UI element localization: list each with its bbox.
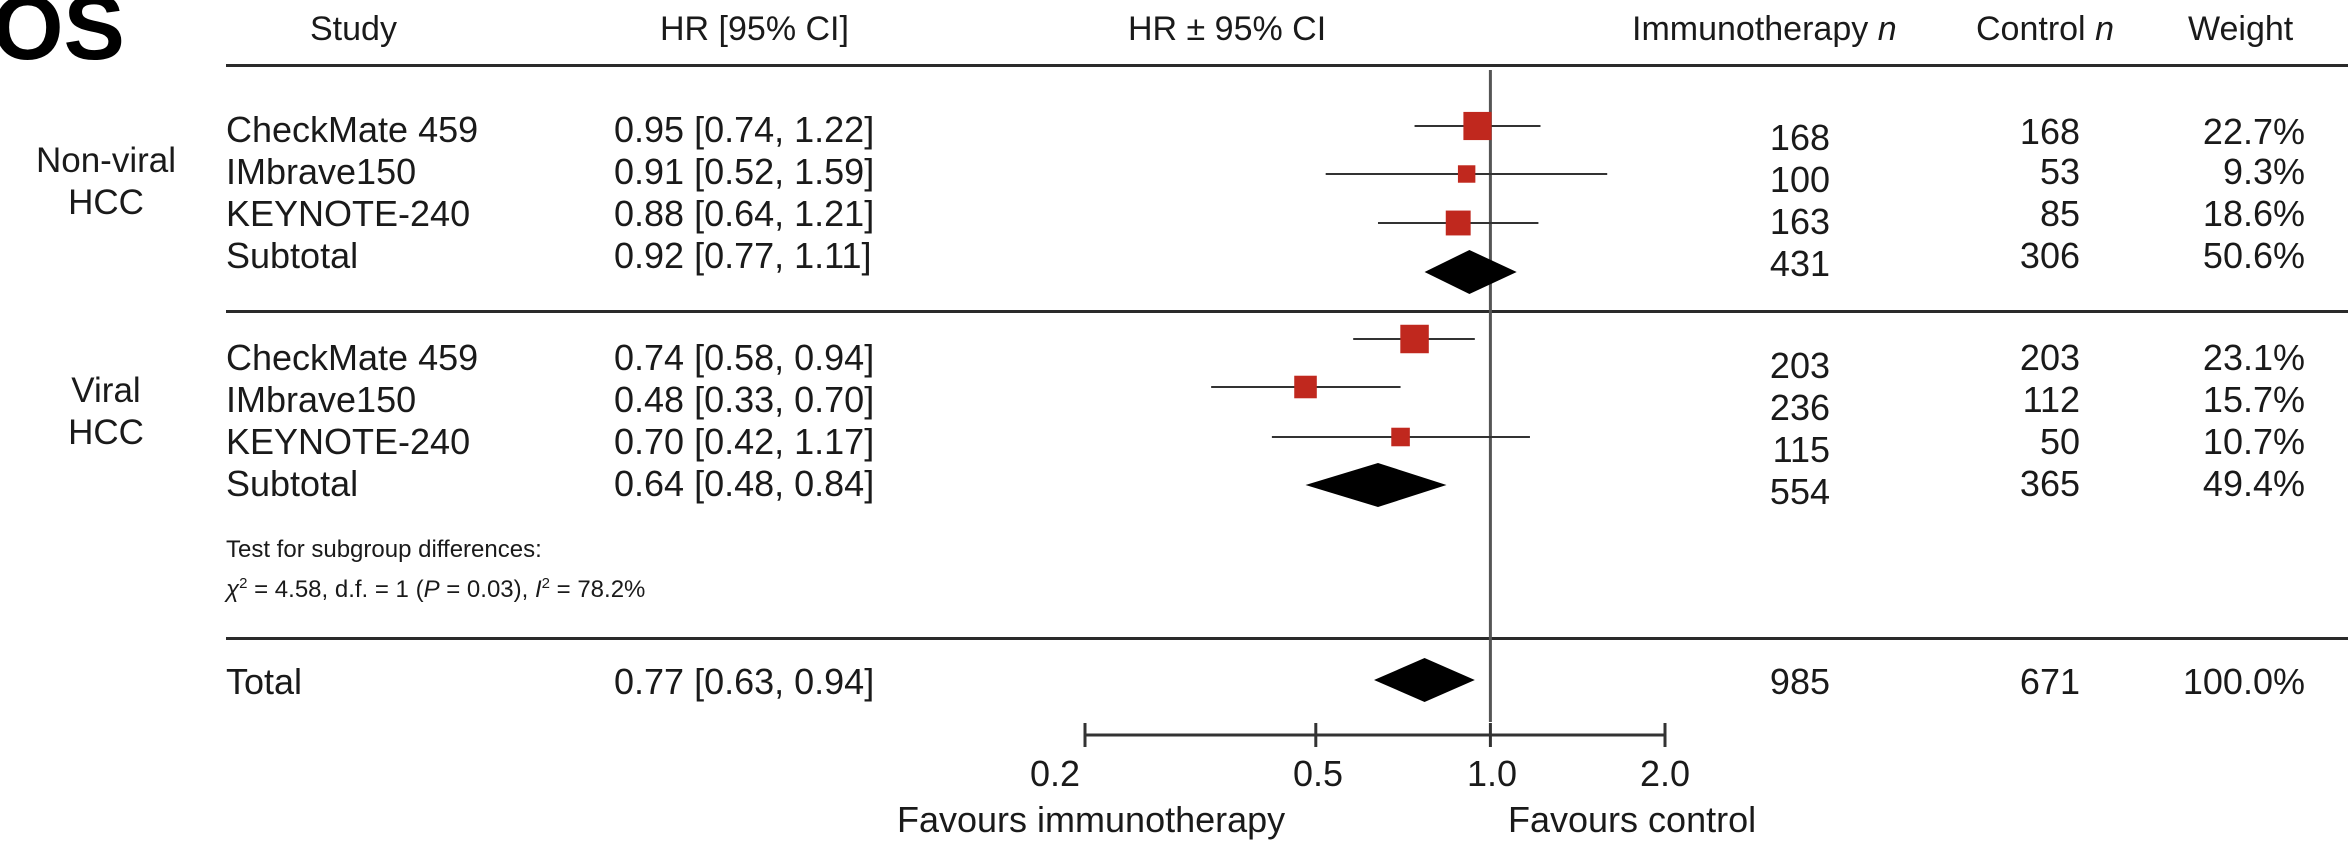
effect-marker bbox=[1457, 165, 1476, 183]
i-squared-symbol: I bbox=[534, 576, 542, 603]
subgroup-test-title: Test for subgroup differences: bbox=[226, 536, 542, 563]
control-n: 50 bbox=[2039, 421, 2080, 462]
subgroup-test-stats: χ2 = 4.58, d.f. = 1 (P = 0.03), I2 = 78.… bbox=[226, 576, 645, 602]
study-name: CheckMate 459 bbox=[226, 337, 479, 378]
page-title: OS bbox=[0, 0, 125, 79]
group-label-line2: HCC bbox=[68, 183, 144, 222]
hr-ci-text: 0.88 [0.64, 1.21] bbox=[614, 193, 875, 234]
effect-marker bbox=[1391, 427, 1410, 447]
header-immunotherapy-n: Immunotherapy n bbox=[1632, 12, 1897, 46]
weight: 9.3% bbox=[2222, 151, 2305, 192]
group-label-line1: Viral bbox=[71, 371, 141, 410]
p-symbol: P bbox=[423, 576, 440, 603]
effect-marker bbox=[1294, 375, 1317, 399]
total-immunotherapy-n: 985 bbox=[1769, 661, 1830, 702]
hr-ci-text: 0.64 [0.48, 0.84] bbox=[614, 463, 875, 504]
immunotherapy-n: 431 bbox=[1769, 243, 1830, 284]
effect-marker bbox=[1445, 210, 1471, 236]
hr-ci-text: 0.74 [0.58, 0.94] bbox=[614, 337, 875, 378]
group-divider-rule bbox=[226, 310, 2348, 313]
effect-marker bbox=[1400, 324, 1429, 354]
i-squared-superscript: 2 bbox=[541, 575, 550, 592]
weight: 23.1% bbox=[2202, 337, 2305, 378]
p-value: = 0.03), bbox=[439, 576, 535, 603]
header-plot: HR ± 95% CI bbox=[1128, 10, 1327, 48]
header-control-n: Control n bbox=[1976, 12, 2114, 46]
hr-ci-text: 0.91 [0.52, 1.59] bbox=[614, 151, 875, 192]
immunotherapy-n: 115 bbox=[1772, 429, 1830, 470]
effect-marker bbox=[1463, 111, 1492, 141]
hr-ci-text: 0.48 [0.33, 0.70] bbox=[614, 379, 875, 420]
immunotherapy-n: 203 bbox=[1769, 345, 1830, 386]
total-rule bbox=[226, 637, 2348, 640]
weight: 49.4% bbox=[2202, 463, 2305, 504]
favours-control-label: Favours control bbox=[1508, 799, 1757, 840]
header-control-label: Control bbox=[1976, 10, 2086, 48]
weight: 15.7% bbox=[2202, 379, 2305, 420]
header-immunotherapy-label: Immunotherapy bbox=[1632, 10, 1869, 48]
group-label-line2: HCC bbox=[68, 413, 144, 452]
total-control-n: 671 bbox=[2019, 661, 2080, 702]
tick-label-1.0: 1.0 bbox=[1466, 753, 1518, 794]
chi-value: = 4.58, d.f. = 1 ( bbox=[247, 576, 424, 603]
header-weight: Weight bbox=[2188, 10, 2294, 48]
study-name: KEYNOTE-240 bbox=[226, 421, 471, 462]
tick-label-2.0: 2.0 bbox=[1639, 753, 1691, 794]
immunotherapy-n: 236 bbox=[1769, 387, 1830, 428]
group-label-viral: Viral HCC bbox=[6, 370, 206, 454]
control-n: 365 bbox=[2019, 463, 2080, 504]
chi-symbol: χ bbox=[226, 576, 240, 603]
hr-ci-text: 0.92 [0.77, 1.11] bbox=[614, 235, 872, 276]
tick-label-0.5: 0.5 bbox=[1292, 753, 1344, 794]
control-n: 85 bbox=[2039, 193, 2080, 234]
summary-diamond bbox=[1305, 463, 1447, 507]
group-label-line1: Non-viral bbox=[35, 141, 177, 180]
header-control-n-symbol: n bbox=[2095, 10, 2114, 48]
study-name: Subtotal bbox=[226, 235, 359, 276]
hr-ci-text: 0.95 [0.74, 1.22] bbox=[614, 109, 875, 150]
summary-diamond bbox=[1374, 658, 1475, 702]
immunotherapy-n: 554 bbox=[1769, 471, 1830, 512]
immunotherapy-n: 100 bbox=[1769, 159, 1830, 200]
total-hr-ci-text: 0.77 [0.63, 0.94] bbox=[614, 661, 875, 702]
weight: 50.6% bbox=[2202, 235, 2305, 276]
study-name: KEYNOTE-240 bbox=[226, 193, 471, 234]
immunotherapy-n: 168 bbox=[1769, 117, 1830, 158]
total-label: Total bbox=[226, 661, 303, 702]
control-n: 306 bbox=[2019, 235, 2080, 276]
study-name: IMbrave150 bbox=[226, 379, 417, 420]
study-name: IMbrave150 bbox=[226, 151, 417, 192]
chi-superscript: 2 bbox=[239, 575, 248, 592]
header-study: Study bbox=[310, 10, 397, 48]
header-hr-ci: HR [95% CI] bbox=[660, 10, 849, 48]
study-name: CheckMate 459 bbox=[226, 109, 479, 150]
control-n: 53 bbox=[2039, 151, 2080, 192]
study-name: Subtotal bbox=[226, 463, 359, 504]
summary-diamond bbox=[1424, 250, 1517, 294]
immunotherapy-n: 163 bbox=[1769, 201, 1830, 242]
total-weight: 100.0% bbox=[2182, 661, 2305, 702]
control-n: 168 bbox=[2019, 111, 2080, 152]
tick-label-0.2: 0.2 bbox=[1029, 753, 1081, 794]
control-n: 203 bbox=[2019, 337, 2080, 378]
i-squared-value: = 78.2% bbox=[549, 576, 646, 603]
control-n: 112 bbox=[2022, 379, 2080, 420]
weight: 22.7% bbox=[2202, 111, 2305, 152]
favours-immunotherapy-label: Favours immunotherapy bbox=[897, 799, 1286, 840]
hr-ci-text: 0.70 [0.42, 1.17] bbox=[614, 421, 875, 462]
header-immunotherapy-n-symbol: n bbox=[1877, 10, 1897, 48]
weight: 18.6% bbox=[2202, 193, 2305, 234]
weight: 10.7% bbox=[2202, 421, 2305, 462]
header-rule bbox=[226, 64, 2348, 67]
group-label-non-viral: Non-viral HCC bbox=[6, 140, 206, 224]
